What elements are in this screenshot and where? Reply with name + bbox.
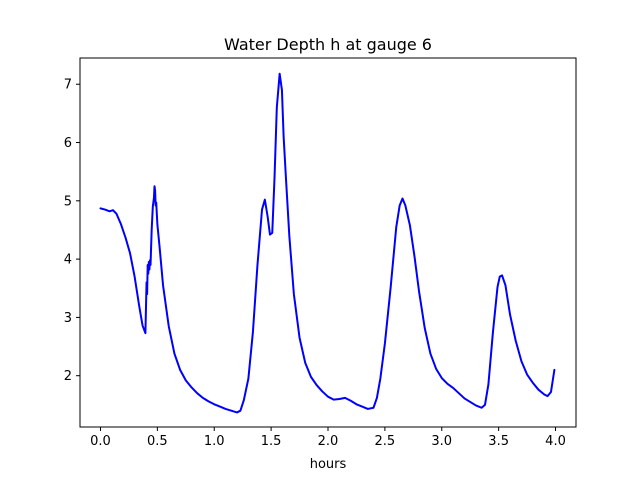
x-tick-label: 3.5 <box>488 434 509 449</box>
x-tick-label: 2.5 <box>375 434 396 449</box>
x-tick-label: 4.0 <box>545 434 566 449</box>
x-tick-label: 2.0 <box>318 434 339 449</box>
x-tick-label: 0.5 <box>147 434 168 449</box>
y-tick-label: 4 <box>64 253 72 268</box>
x-tick-label: 3.0 <box>431 434 452 449</box>
y-tick-label: 7 <box>64 78 72 93</box>
axes: 0.0 0.5 1.0 1.5 2.0 2.5 3.0 3.5 4.0 2 3 4 5 6 7 <box>64 57 577 449</box>
x-tick-label: 0.0 <box>90 434 111 449</box>
x-tick-label: 1.5 <box>261 434 282 449</box>
chart-title: Water Depth h at gauge 6 <box>224 35 432 54</box>
x-axis-label: hours <box>310 457 347 472</box>
x-tick-label: 1.0 <box>204 434 225 449</box>
plot-area <box>99 72 556 414</box>
y-tick-label: 3 <box>64 311 72 326</box>
y-tick-label: 5 <box>64 194 72 209</box>
series-line-0 <box>99 72 556 414</box>
y-tick-label: 6 <box>64 136 72 151</box>
y-tick-label: 2 <box>64 369 72 384</box>
